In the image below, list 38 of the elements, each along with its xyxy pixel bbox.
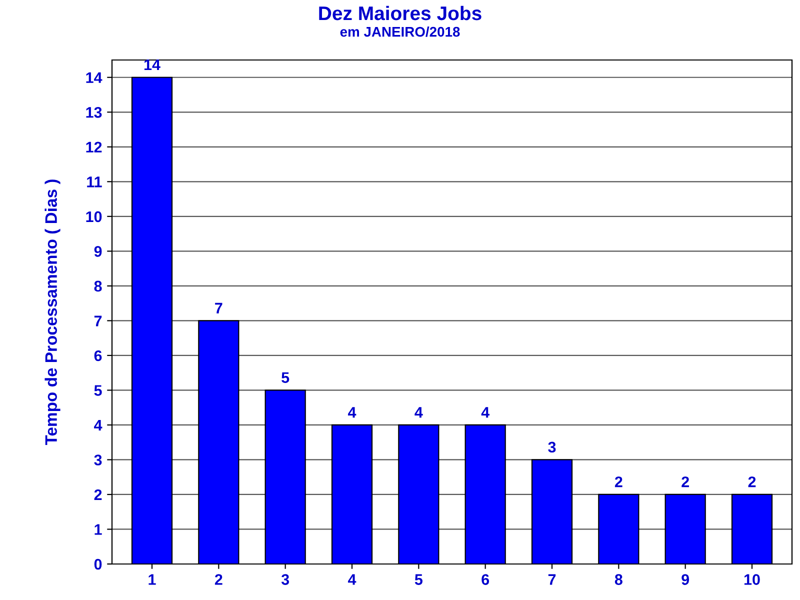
y-tick-label: 6 — [94, 350, 102, 362]
chart-subtitle: em JANEIRO/2018 — [340, 26, 460, 37]
data-label: 2 — [748, 476, 756, 488]
y-tick-label: 2 — [94, 489, 102, 500]
x-tick-label: 2 — [214, 574, 222, 585]
y-tick-label: 12 — [86, 142, 102, 152]
data-label: 5 — [282, 372, 290, 384]
x-tick-label: 6 — [482, 574, 490, 585]
y-tick-label: 10 — [86, 211, 102, 222]
y-tick-label: 13 — [86, 107, 102, 118]
chart-title: Dez Maiores Jobs — [319, 6, 482, 20]
y-tick-label: 5 — [94, 385, 102, 396]
data-label: 4 — [414, 407, 423, 418]
data-label: 2 — [682, 476, 689, 488]
data-label: 4 — [348, 407, 356, 418]
y-axis-title: Tempo de Processamento ( Dias ) — [44, 180, 60, 446]
data-label: 7 — [215, 302, 222, 314]
data-label: 4 — [481, 407, 490, 418]
y-tick-label: 1 — [94, 524, 102, 535]
y-tick-label: 9 — [94, 246, 102, 257]
data-label: 3 — [548, 442, 556, 453]
y-tick-label: 0 — [94, 558, 102, 570]
x-tick-label: 8 — [614, 574, 622, 585]
x-tick-label: 3 — [281, 574, 290, 585]
x-tick-label: 5 — [414, 574, 422, 585]
y-tick-label: 8 — [94, 280, 102, 292]
y-tick-label: 7 — [94, 316, 102, 326]
y-tick-label: 14 — [86, 72, 102, 83]
data-label: 14 — [144, 60, 160, 70]
x-tick-label: 10 — [744, 574, 760, 585]
x-tick-label: 9 — [682, 574, 690, 585]
data-label: 2 — [614, 476, 622, 488]
x-tick-label: 4 — [348, 574, 356, 585]
y-tick-label: 4 — [94, 420, 102, 430]
y-tick-label: 11 — [87, 176, 102, 188]
x-tick-label: 1 — [148, 574, 156, 585]
x-tick-label: 7 — [548, 574, 556, 585]
y-tick-label: 3 — [94, 454, 102, 466]
